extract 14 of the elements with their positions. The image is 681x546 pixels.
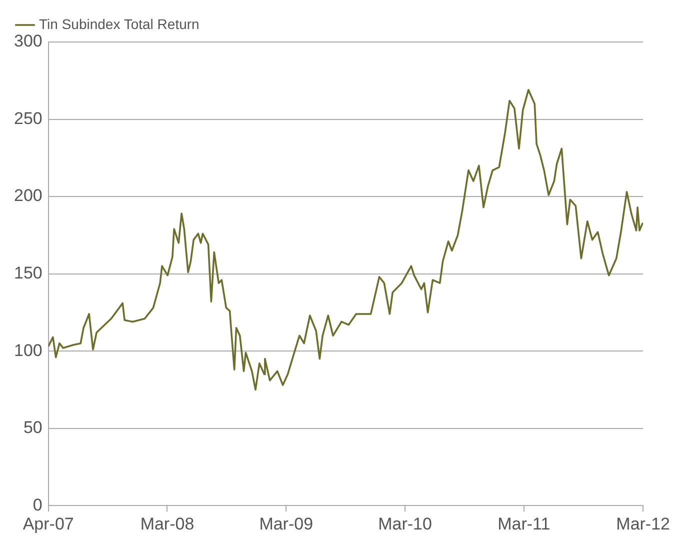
y-tick-label: 200: [14, 186, 42, 206]
y-tick-label: 300: [14, 32, 42, 51]
legend-label: Tin Subindex Total Return: [39, 16, 200, 32]
y-tick-label: 100: [14, 340, 42, 360]
y-tick-label: 50: [23, 418, 42, 438]
x-tick-label: Mar-10: [378, 514, 432, 534]
x-tick-label: Mar-12: [616, 514, 670, 534]
x-tick-label: Mar-09: [259, 514, 314, 534]
x-tick-label: Mar-11: [498, 514, 550, 534]
x-tick-label: Apr-07: [22, 514, 74, 534]
y-tick-label: 150: [14, 263, 42, 282]
y-tick-label: 0: [32, 495, 42, 514]
x-tick-label: Mar-08: [140, 514, 194, 534]
y-tick-label: 250: [14, 108, 42, 128]
